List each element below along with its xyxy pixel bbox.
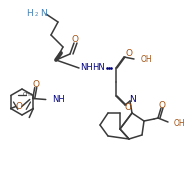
Text: HN: HN — [92, 63, 105, 73]
Text: NH: NH — [52, 95, 64, 104]
Text: N: N — [40, 9, 47, 17]
Text: CH₃: CH₃ — [23, 93, 33, 97]
Text: O: O — [15, 102, 22, 111]
Text: 2: 2 — [35, 12, 38, 17]
Text: O: O — [72, 36, 79, 44]
Text: NH: NH — [80, 63, 93, 73]
Text: OH: OH — [141, 55, 153, 64]
Text: O: O — [125, 104, 132, 112]
Text: N: N — [130, 96, 136, 105]
Text: H: H — [26, 9, 33, 17]
Text: O: O — [158, 101, 165, 109]
Text: OH: OH — [174, 119, 186, 127]
Text: O: O — [126, 50, 133, 59]
Text: O: O — [32, 80, 39, 89]
